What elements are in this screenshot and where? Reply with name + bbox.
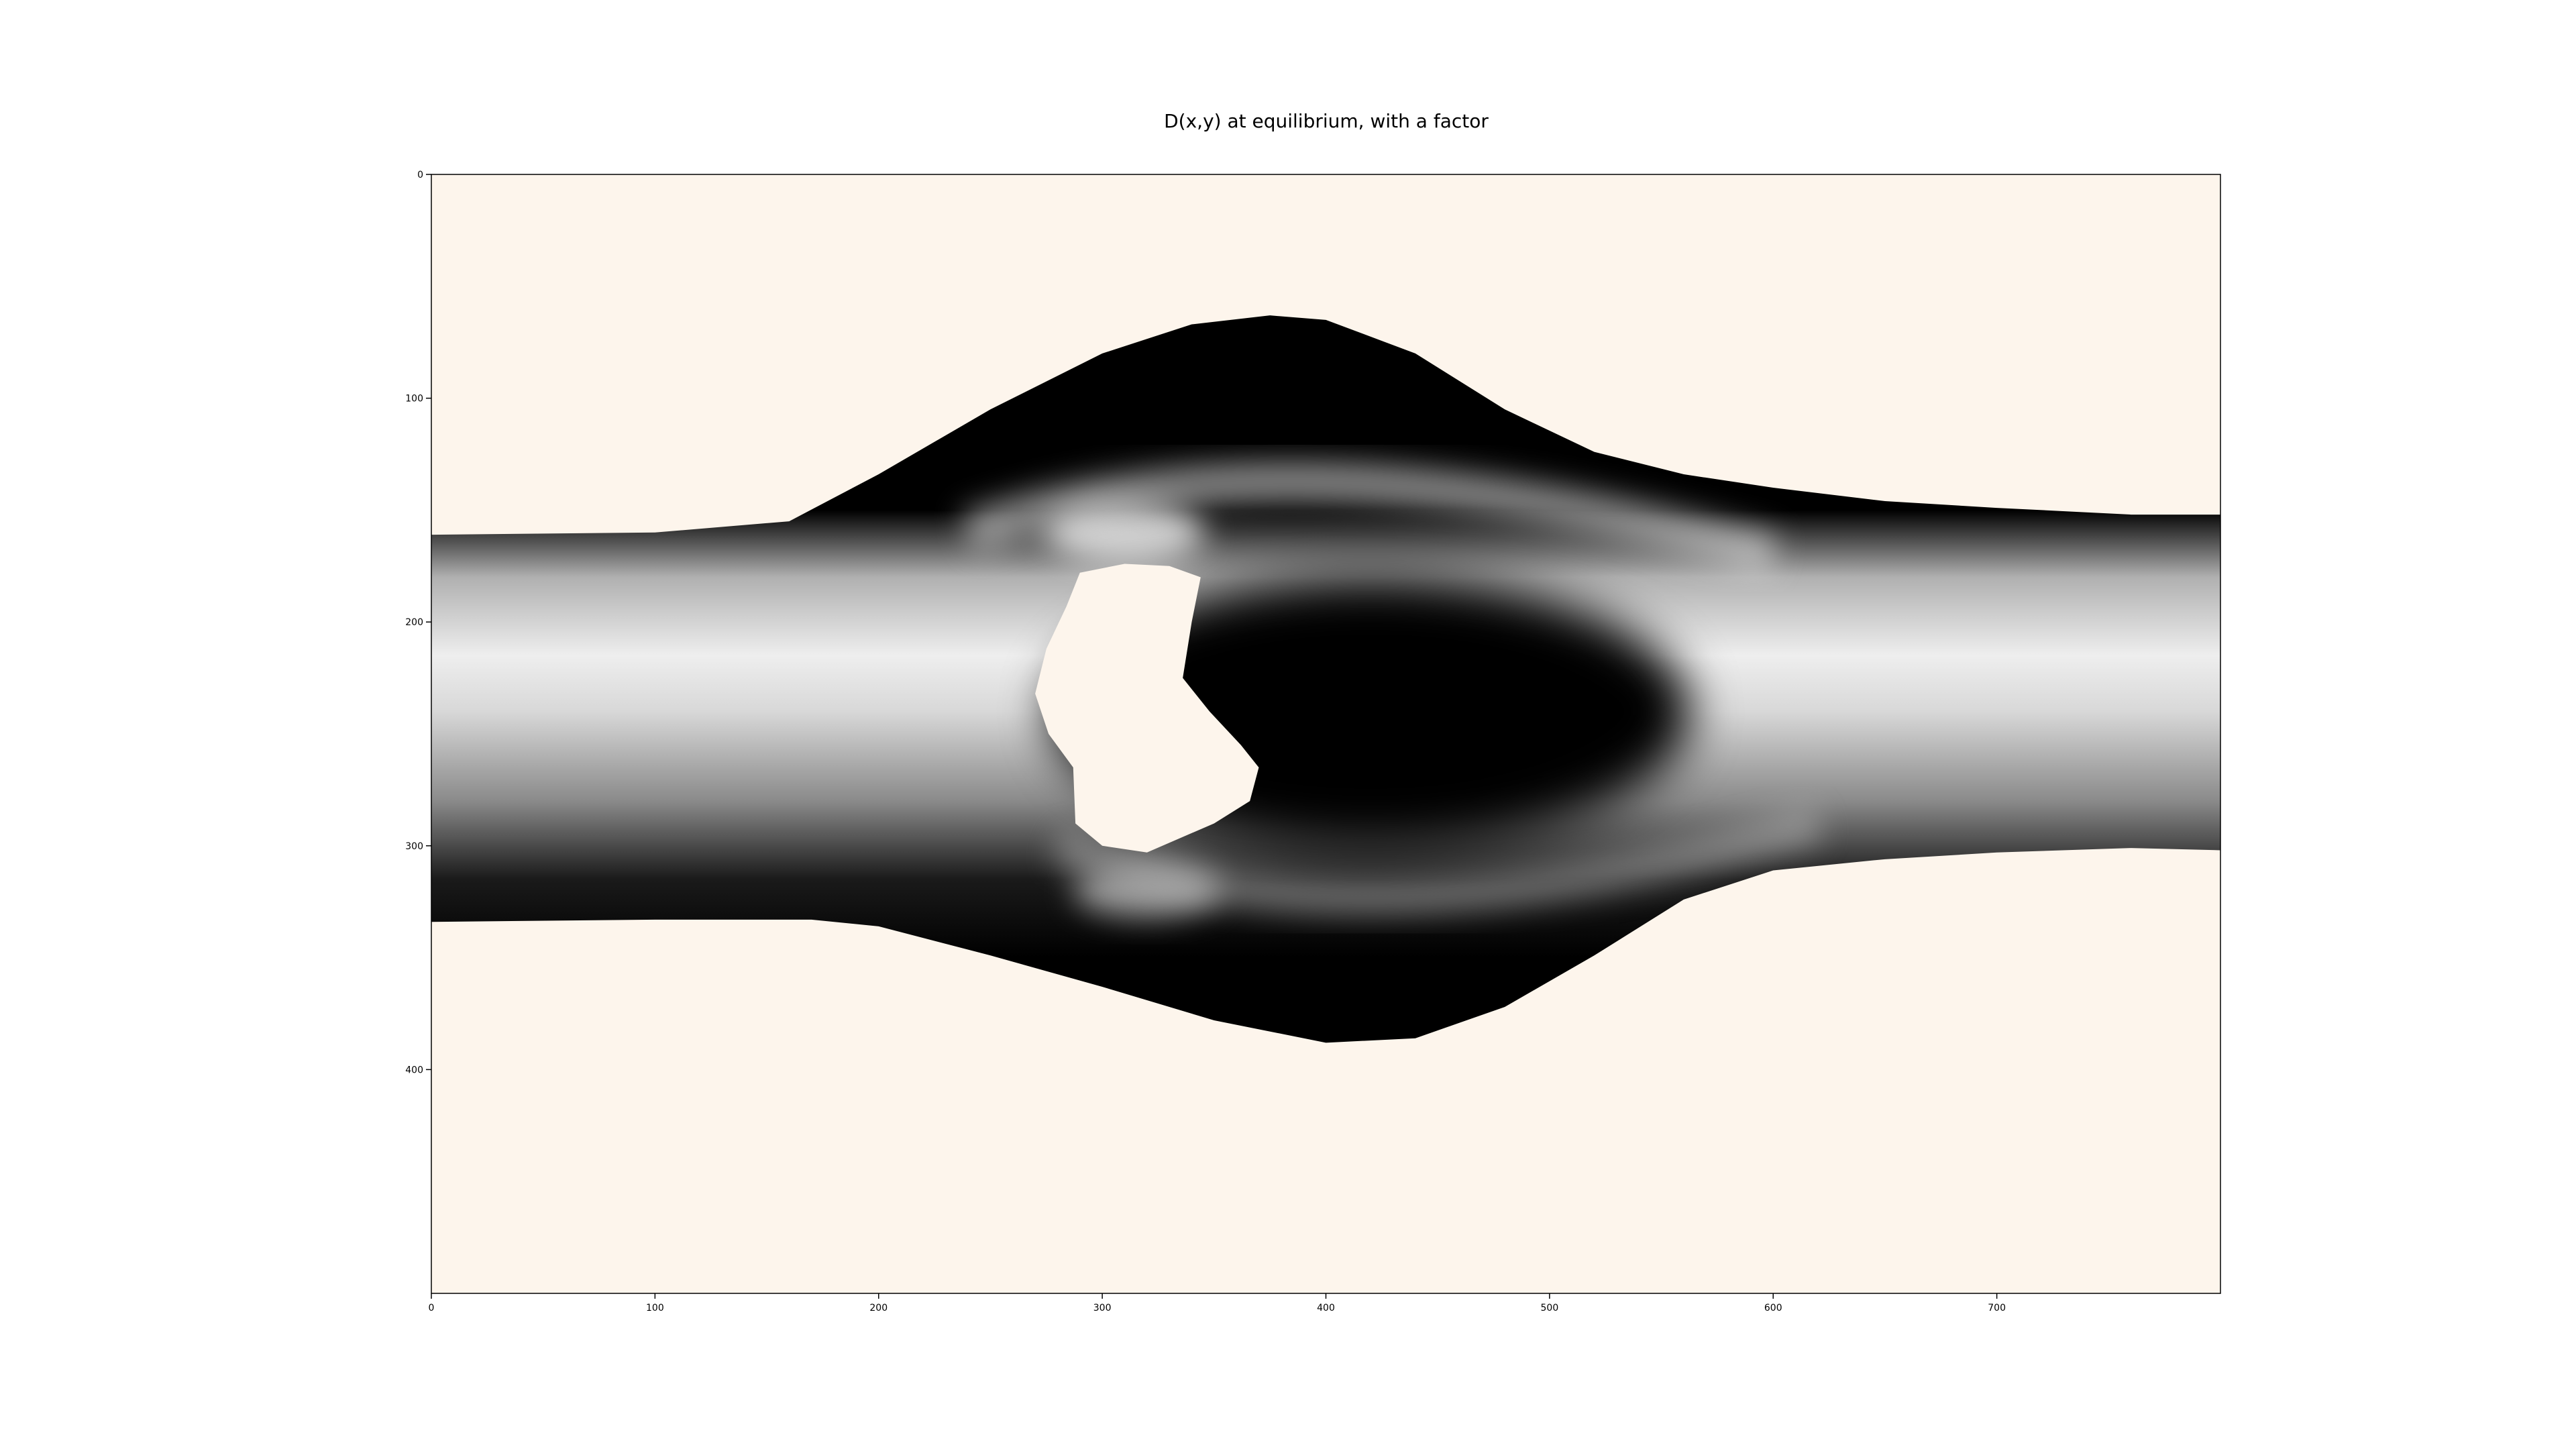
upper-bright-band <box>961 461 1779 575</box>
x-axis: 0 100 200 300 400 500 600 700 <box>429 1293 2006 1313</box>
plot-area <box>431 174 2221 1294</box>
x-tick-label: 700 <box>1988 1303 2006 1313</box>
x-tick-label: 400 <box>1317 1303 1335 1313</box>
y-tick-label: 400 <box>405 1065 423 1075</box>
x-tick-label: 0 <box>429 1303 435 1313</box>
y-tick-label: 0 <box>417 170 423 180</box>
lower-gray-band <box>1051 806 1823 916</box>
y-tick-label: 300 <box>405 841 423 852</box>
x-tick-label: 600 <box>1764 1303 1782 1313</box>
y-axis: 0 100 200 300 400 <box>405 170 431 1075</box>
obstacle <box>1035 564 1259 853</box>
y-tick-label: 200 <box>405 617 423 628</box>
chart-title: D(x,y) at equilibrium, with a factor <box>1164 110 1489 132</box>
x-tick-label: 300 <box>1093 1303 1112 1313</box>
y-tick-label: 100 <box>405 394 423 405</box>
x-tick-label: 200 <box>869 1303 888 1313</box>
x-tick-label: 500 <box>1541 1303 1559 1313</box>
x-tick-label: 100 <box>646 1303 664 1313</box>
